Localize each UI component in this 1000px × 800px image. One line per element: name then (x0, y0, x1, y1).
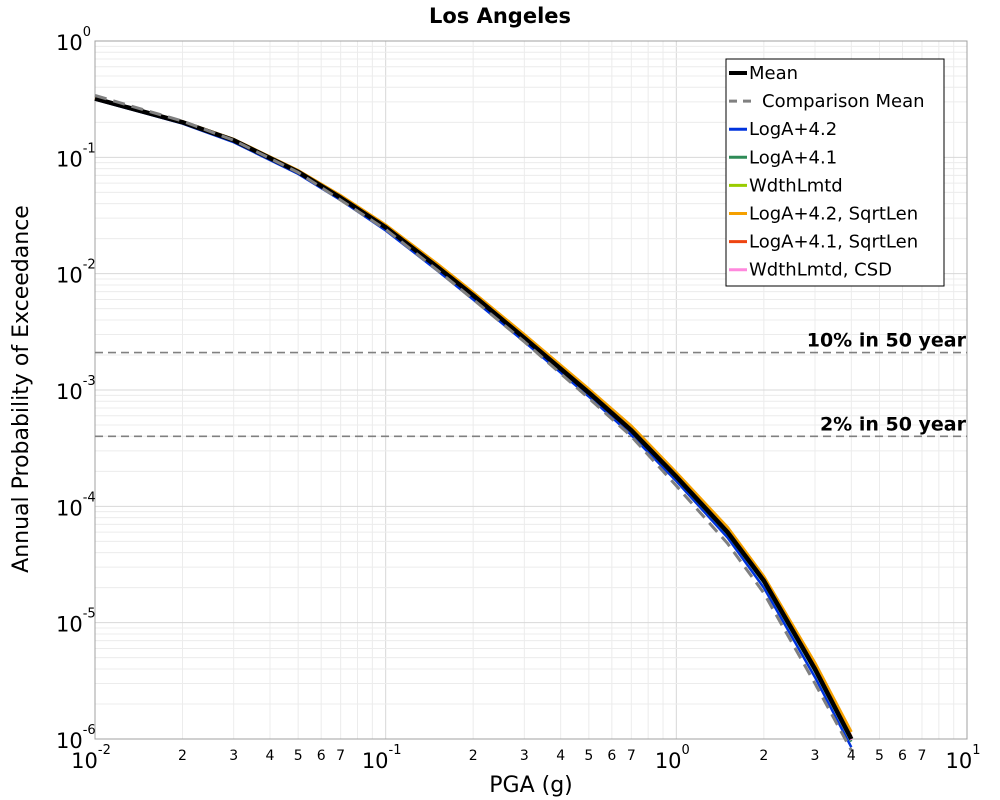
legend-label: LogA+4.1, SqrtLen (749, 232, 918, 253)
x-minor-tick-label: 5 (584, 748, 593, 764)
x-minor-tick-label: 4 (266, 748, 275, 764)
y-major-tick-label: 10-2 (56, 258, 96, 288)
x-minor-tick-label: 4 (556, 748, 565, 764)
legend-box (725, 58, 945, 287)
x-major-tick-label: 10-2 (71, 743, 111, 773)
legend: Mean Comparison Mean LogA+4.2 LogA+4.1 WdthL… (725, 58, 945, 287)
chart-title: Los Angeles (429, 4, 571, 28)
legend-label: Mean (749, 63, 798, 84)
legend-label: LogA+4.2 (749, 119, 837, 140)
legend-label: Comparison Mean (762, 91, 925, 112)
y-major-tick-label: 10-5 (56, 607, 96, 637)
x-major-tick-label: 101 (945, 743, 980, 773)
x-minor-tick-label: 7 (627, 748, 636, 764)
x-major-tick-label: 10-1 (362, 743, 402, 773)
plot-frame (94, 40, 968, 740)
x-minor-tick-label: 5 (294, 748, 303, 764)
legend-label: WdthLmtd (749, 175, 843, 196)
x-minor-tick-label: 3 (229, 748, 238, 764)
x-minor-tick-label: 2 (178, 748, 187, 764)
y-major-tick-label: 100 (56, 25, 91, 55)
x-minor-tick-label: 2 (469, 748, 478, 764)
x-minor-tick-label: 5 (875, 748, 884, 764)
reference-line-label: 10% in 50 year (807, 330, 967, 352)
x-minor-tick-label: 7 (336, 748, 345, 764)
series-lines (94, 94, 854, 752)
x-minor-tick-label: 6 (607, 748, 616, 764)
x-axis-label: PGA (g) (489, 773, 573, 798)
x-minor-tick-label: 3 (811, 748, 820, 764)
legend-label: LogA+4.2, SqrtLen (749, 204, 918, 225)
y-major-tick-label: 10-1 (56, 141, 96, 171)
x-minor-tick-label: 7 (918, 748, 927, 764)
reference-lines: 10% in 50 year 2% in 50 year (95, 330, 967, 438)
x-minor-tick-label: 6 (898, 748, 907, 764)
legend-label: WdthLmtd, CSD (749, 260, 892, 281)
y-axis-label: Annual Probability of Exceedance (9, 205, 34, 573)
x-minor-tick-label: 2 (759, 748, 768, 764)
reference-line-label: 2% in 50 year (820, 413, 967, 435)
legend-label: LogA+4.1 (749, 147, 837, 168)
y-tick-labels: 100 10-1 10-2 10-3 10-4 10-5 10-6 (56, 25, 96, 753)
x-major-tick-label: 100 (655, 743, 690, 773)
x-minor-tick-label: 6 (317, 748, 326, 764)
x-minor-tick-label: 4 (847, 748, 856, 764)
y-major-tick-label: 10-4 (56, 490, 96, 520)
x-minor-tick-label: 3 (520, 748, 529, 764)
series-line (94, 94, 853, 752)
y-major-tick-label: 10-6 (56, 723, 96, 753)
y-major-tick-label: 10-3 (56, 374, 96, 404)
